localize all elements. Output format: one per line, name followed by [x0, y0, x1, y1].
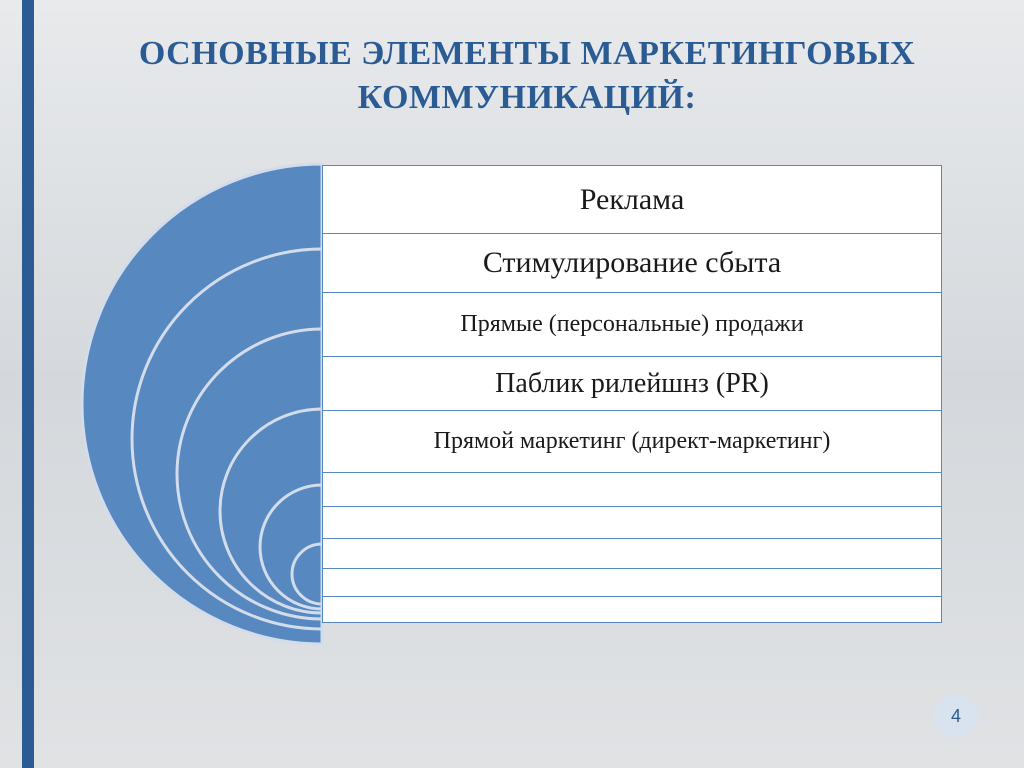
page-number-badge: 4 — [934, 694, 978, 738]
diagram-row-2: Прямые (персональные) продажи — [322, 293, 942, 357]
diagram: Реклама Стимулирование сбыта Прямые (персо… — [80, 149, 950, 659]
slide-title: ОСНОВНЫЕ ЭЛЕМЕНТЫ МАРКЕТИНГОВЫХ КОММУНИК… — [80, 32, 974, 119]
page-number: 4 — [951, 706, 961, 727]
diagram-row-3: Паблик рилейшнз (PR) — [322, 357, 942, 411]
diagram-row-7 — [322, 539, 942, 569]
diagram-row-9 — [322, 597, 942, 623]
diagram-row-label-4: Прямой маркетинг (директ-маркетинг) — [434, 428, 831, 455]
diagram-row-6 — [322, 507, 942, 539]
slide-content: ОСНОВНЫЕ ЭЛЕМЕНТЫ МАРКЕТИНГОВЫХ КОММУНИК… — [0, 0, 1024, 768]
diagram-row-label-1: Стимулирование сбыта — [483, 246, 781, 280]
diagram-row-8 — [322, 569, 942, 597]
diagram-row-5 — [322, 473, 942, 507]
diagram-row-label-3: Паблик рилейшнз (PR) — [495, 368, 769, 399]
diagram-row-label-0: Реклама — [580, 183, 685, 217]
diagram-row-0: Реклама — [322, 165, 942, 234]
diagram-row-label-2: Прямые (персональные) продажи — [460, 311, 803, 338]
diagram-row-1: Стимулирование сбыта — [322, 234, 942, 293]
diagram-row-4: Прямой маркетинг (директ-маркетинг) — [322, 411, 942, 473]
